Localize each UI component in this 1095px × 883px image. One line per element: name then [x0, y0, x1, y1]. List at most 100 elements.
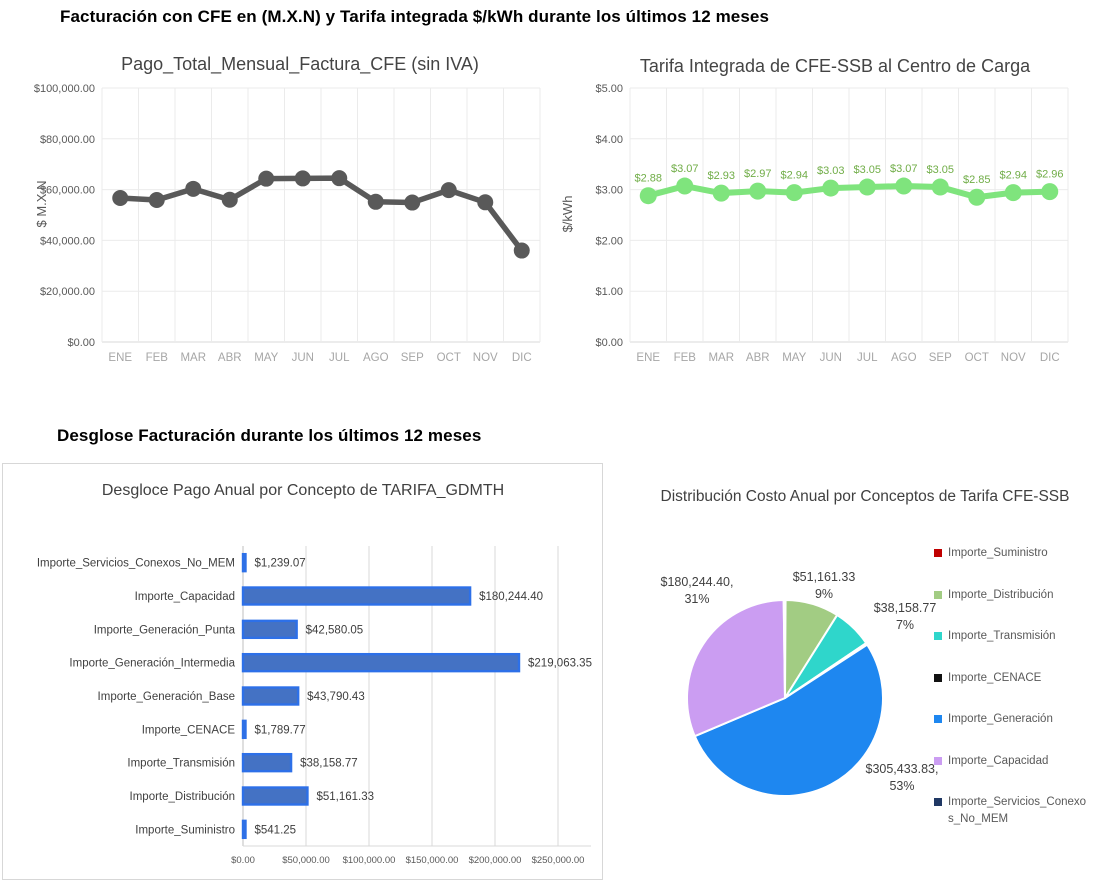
legend-item-importe_cenace: Importe_CENACE: [930, 670, 1095, 687]
legend-label: Importe_Distribución: [948, 588, 1054, 601]
point-label: $2.94: [780, 170, 808, 182]
value-label: $42,580.05: [306, 624, 364, 636]
pie-label-distribucion: $51,161.33 9%: [764, 569, 884, 603]
data-point: [221, 191, 238, 208]
bar: [241, 586, 472, 606]
data-point: [822, 179, 840, 197]
data-point: [1004, 184, 1022, 202]
pie-label-transmision-pct: 7%: [895, 618, 915, 632]
legend-swatch-icon: [934, 590, 942, 599]
value-label: $1,789.77: [255, 724, 306, 736]
value-label: $541.25: [255, 824, 297, 836]
data-point: [477, 194, 494, 211]
pie-slice-importe_generación: [693, 643, 884, 797]
x-tick-label: NOV: [473, 352, 498, 364]
data-point: [112, 189, 129, 206]
point-label: $2.94: [999, 170, 1027, 182]
x-tick-label: JUN: [820, 352, 842, 364]
pie-label-distribucion-value: $51,161.33: [792, 570, 856, 584]
y-tick-label: $1.00: [595, 286, 623, 298]
legend-label: Importe_Generación: [948, 713, 1053, 725]
x-tick-label: MAY: [254, 352, 278, 364]
x-tick-label: ENE: [636, 352, 660, 364]
data-point: [440, 182, 457, 199]
data-point: [331, 170, 348, 187]
legend-swatch-icon: [934, 673, 942, 682]
category-label: Importe_Transmisión: [127, 758, 235, 770]
value-label: $51,161.33: [316, 791, 374, 803]
chart-pago-total-mensual[interactable]: Pago_Total_Mensual_Factura_CFE (sin IVA)…: [0, 40, 560, 405]
pie-label-generacion-value: $305,433.83,: [865, 762, 939, 776]
pie-label-generacion-pct: 53%: [889, 779, 915, 793]
y-tick-label: $2.00: [595, 235, 623, 247]
category-label: Importe_Generación_Punta: [94, 624, 236, 636]
y-tick-label: $20,000.00: [40, 286, 95, 298]
legend-label: Importe_Suministro: [948, 547, 1048, 559]
category-label: Importe_Distribución: [130, 791, 235, 803]
bar: [241, 786, 309, 806]
x-tick-label: MAR: [180, 352, 206, 364]
data-point: [931, 178, 949, 196]
x-tick-label: MAY: [782, 352, 806, 364]
x-tick-label: AGO: [363, 352, 389, 364]
y-tick-label: $80,000.00: [40, 134, 95, 146]
bar: [241, 652, 521, 673]
data-point: [258, 170, 275, 187]
data-point: [676, 177, 694, 195]
line-plot-pago: $0.00 $20,000.00 $40,000.00 $60,000.00 $80,0…: [34, 83, 541, 364]
data-point: [185, 180, 202, 197]
category-label: Importe_Suministro: [135, 824, 235, 836]
point-label: $3.03: [817, 165, 845, 177]
chart-tarifa-integrada[interactable]: Tarifa Integrada de CFE-SSB al Centro de…: [555, 40, 1095, 405]
legend-swatch-icon: [934, 715, 942, 723]
legend-swatch-icon: [934, 549, 942, 557]
legend-item-importe_capacidad: Importe_Capacidad: [930, 753, 1095, 770]
chart-title-pago: Pago_Total_Mensual_Factura_CFE (sin IVA): [121, 54, 479, 74]
data-point: [367, 193, 384, 210]
pie-label-capacidad: $180,244.40, 31%: [637, 574, 757, 608]
bar: [241, 619, 298, 640]
category-label: Importe_CENACE: [142, 724, 236, 736]
pie-legend: Importe_Suministro Importe_Distribución Im…: [930, 533, 1095, 873]
y-tick-label: $60,000.00: [40, 185, 95, 197]
data-point: [858, 178, 876, 196]
x-tick-label: OCT: [437, 352, 461, 364]
bar-plot-desglose: $0.00 $50,000.00 $100,000.00 $150,000.00 $20…: [37, 546, 592, 866]
data-point: [895, 177, 913, 195]
y-tick-label: $100,000.00: [34, 83, 95, 95]
chart-distribucion-costo[interactable]: Distribución Costo Anual por Conceptos d…: [630, 478, 1095, 883]
legend-item-importe_suministro: Importe_Suministro: [930, 545, 1095, 562]
chart-desglose-anual[interactable]: Desgloce Pago Anual por Concepto de TARI…: [2, 463, 603, 880]
heading-desglose: Desglose Facturación durante los últimos…: [57, 426, 482, 445]
x-tick-label: JUN: [292, 352, 314, 364]
value-label: $219,063.35: [528, 658, 592, 670]
y-tick-label: $0.00: [67, 337, 95, 349]
legend-label: Importe_CENACE: [948, 671, 1042, 684]
x-tick-label: SEP: [401, 352, 424, 364]
x-tick-label: JUL: [329, 352, 350, 364]
x-tick-label: OCT: [965, 352, 989, 364]
data-point: [1041, 183, 1059, 201]
x-tick-label: FEB: [146, 352, 169, 364]
x-tick-label: $0.00: [231, 855, 255, 866]
pie-label-transmision: $38,158.77 7%: [840, 600, 970, 634]
point-label: $2.85: [963, 174, 991, 186]
legend-label: Importe_Capacidad: [948, 754, 1049, 767]
category-label: Importe_Generación_Intermedia: [69, 658, 235, 670]
legend-label: Importe_Transmisión: [948, 630, 1056, 642]
pie-slice-importe_capacidad: [686, 598, 787, 738]
data-point: [968, 188, 986, 206]
legend-item-importe_transmisión: Importe_Transmisión: [930, 628, 1095, 645]
x-tick-label: ABR: [218, 352, 242, 364]
x-tick-label: NOV: [1001, 352, 1026, 364]
pie-label-generacion: $305,433.83, 53%: [837, 761, 967, 795]
data-point: [639, 187, 657, 205]
bar: [241, 552, 247, 573]
legend-swatch-icon: [934, 798, 942, 806]
pie-label-transmision-value: $38,158.77: [873, 601, 937, 615]
chart-title-distribucion: Distribución Costo Anual por Conceptos d…: [660, 488, 1070, 505]
bar: [241, 752, 293, 773]
y-tick-label: $3.00: [595, 185, 623, 197]
y-tick-label: $4.00: [595, 134, 623, 146]
